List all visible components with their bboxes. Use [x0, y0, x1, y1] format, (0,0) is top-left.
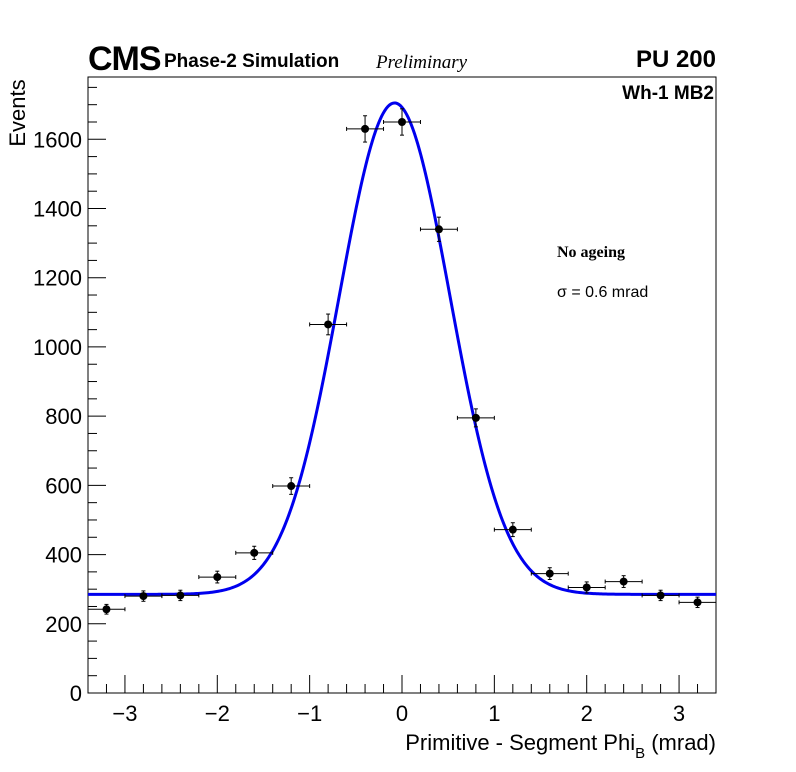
data-point — [139, 592, 148, 601]
data-point — [213, 573, 222, 582]
data-point — [619, 577, 628, 586]
data-point — [361, 124, 370, 133]
data-point — [656, 591, 665, 600]
x-tick-label: 2 — [581, 701, 593, 726]
x-tick-label: 0 — [396, 701, 408, 726]
x-tick-label: 3 — [673, 701, 685, 726]
data-point — [471, 413, 480, 422]
x-axis-title-subscript: B — [635, 745, 646, 762]
pileup-label: PU 200 — [635, 46, 716, 73]
data-point — [545, 569, 554, 578]
y-tick-label: 1200 — [33, 266, 82, 291]
ageing-annotation: No ageing — [557, 244, 625, 261]
fit-curve — [88, 101, 716, 596]
data-point — [250, 548, 259, 557]
x-axis-title: Primitive - Segment PhiB (mrad) — [405, 730, 716, 762]
y-tick-label: 1600 — [33, 127, 82, 152]
x-tick-label: −2 — [205, 701, 230, 726]
chamber-label: Wh-1 MB2 — [622, 83, 714, 104]
y-tick-label: 1400 — [33, 197, 82, 222]
status-label: Preliminary — [376, 52, 468, 73]
y-tick-label: 800 — [45, 404, 82, 429]
y-tick-label: 400 — [45, 543, 82, 568]
x-axis-title-main: Primitive - Segment Phi — [405, 730, 636, 755]
y-tick-label: 1000 — [33, 335, 82, 360]
data-point — [102, 605, 111, 614]
data-point — [693, 598, 702, 607]
x-tick-label: −1 — [297, 701, 322, 726]
data-point — [287, 482, 296, 491]
x-axis-title-unit: (mrad) — [645, 730, 716, 755]
sigma-annotation: σ = 0.6 mrad — [557, 284, 649, 301]
phase-label: Phase-2 Simulation — [164, 51, 340, 72]
data-point — [398, 117, 406, 126]
data-point — [508, 525, 517, 534]
y-tick-label: 0 — [70, 681, 82, 706]
experiment-label: CMS — [88, 40, 162, 78]
data-point — [434, 225, 443, 234]
y-axis-title: Events — [5, 79, 30, 147]
data-point — [176, 591, 185, 600]
data-point — [582, 583, 591, 592]
data-point — [324, 320, 333, 329]
x-tick-label: 1 — [488, 701, 500, 726]
y-tick-label: 200 — [45, 612, 82, 637]
x-tick-label: −3 — [112, 701, 137, 726]
y-tick-label: 600 — [45, 473, 82, 498]
